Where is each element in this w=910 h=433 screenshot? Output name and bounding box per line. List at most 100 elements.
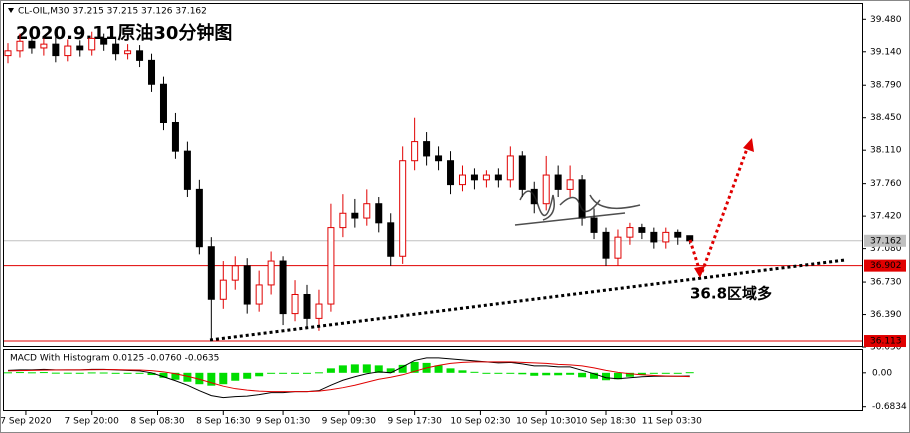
candle-body <box>482 174 490 181</box>
x-tick-label: 8 Sep 08:30 <box>130 417 185 427</box>
histogram-bar <box>135 372 144 374</box>
histogram-bar <box>51 372 60 374</box>
y-tick-label: 38.790 <box>870 81 902 91</box>
candle-body <box>219 279 227 300</box>
candle-body <box>339 212 347 229</box>
x-tick-label: 10 Sep 02:30 <box>450 417 510 427</box>
candle-body <box>231 265 239 281</box>
histogram-bar <box>39 372 48 374</box>
histogram-bar <box>279 372 288 374</box>
level-label: 36.113 <box>870 337 902 347</box>
candle-body <box>279 260 287 315</box>
candle-body <box>303 293 311 319</box>
candle-body <box>518 155 526 190</box>
histogram-bar <box>362 364 371 373</box>
candle-body <box>494 174 502 181</box>
histogram-bar <box>661 372 670 374</box>
level-box <box>864 234 906 247</box>
candle-body <box>590 217 598 233</box>
candle-body <box>243 265 251 305</box>
level-label: 36.902 <box>870 261 902 271</box>
candle-body <box>423 141 431 157</box>
candle-body <box>662 231 670 243</box>
candle-body <box>255 284 263 305</box>
histogram-bar <box>291 372 300 374</box>
macd-line <box>7 361 690 393</box>
y-tick-label: 39.140 <box>870 47 902 57</box>
x-tick-label: 11 Sep 03:30 <box>642 417 702 427</box>
chart-title: 2020.9.11原油30分钟图 <box>16 22 232 44</box>
candle-body <box>602 231 610 259</box>
histogram-bar <box>183 372 192 382</box>
candle-body <box>40 43 48 49</box>
histogram-bar <box>542 372 551 376</box>
histogram-bar <box>673 372 682 374</box>
histogram-bar <box>314 372 323 374</box>
arrow-head <box>743 138 754 152</box>
y-tick-label: 0.00 <box>872 368 892 378</box>
histogram-bar <box>398 364 407 373</box>
x-tick-label: 10 Sep 10:30 <box>516 417 576 427</box>
candle-body <box>52 43 60 57</box>
histogram-bar <box>637 372 646 375</box>
candle-body <box>171 121 179 152</box>
histogram-bar <box>171 372 180 380</box>
candle-body <box>674 231 682 238</box>
candle-body <box>136 50 144 61</box>
level-box <box>864 335 906 348</box>
histogram-bar <box>4 372 12 374</box>
x-tick-label: 9 Sep 17:30 <box>387 417 442 427</box>
candle-body <box>638 227 646 233</box>
histogram-bar <box>649 372 658 374</box>
histogram-bar <box>446 368 455 373</box>
candle-body <box>148 59 156 85</box>
histogram-bar <box>15 372 24 374</box>
histogram-bar <box>530 372 539 376</box>
candle-body <box>88 37 96 51</box>
candle-body <box>100 37 108 45</box>
candle-body <box>327 227 335 305</box>
y-tick-label: 36.390 <box>870 310 902 320</box>
level-box <box>864 259 906 272</box>
histogram-bar <box>494 372 503 374</box>
symbol-header: CL-OIL,M30 37.215 37.215 37.126 37.162 <box>18 7 207 17</box>
x-tick-label: 9 Sep 01:30 <box>256 417 311 427</box>
trend-line <box>209 258 846 342</box>
histogram-bar <box>326 368 335 373</box>
histogram-bar <box>410 361 419 373</box>
histogram-bar <box>231 372 240 381</box>
candle-body <box>506 155 514 181</box>
candle-body <box>76 45 84 51</box>
candle-body <box>566 179 574 190</box>
candle-body <box>28 40 36 49</box>
candle-body <box>542 174 550 205</box>
histogram-bar <box>63 372 72 374</box>
histogram-bar <box>123 372 132 374</box>
histogram-bar <box>159 372 168 378</box>
histogram-bar <box>625 372 634 377</box>
y-tick-label: 37.760 <box>870 179 902 189</box>
histogram-bar <box>602 372 610 381</box>
y-tick-label: 39.480 <box>870 15 902 25</box>
histogram-bar <box>27 372 36 374</box>
candle-body <box>159 83 167 123</box>
histogram-bar <box>99 372 108 374</box>
y-tick-label: 36.050 <box>870 343 902 353</box>
y-tick-label: 37.080 <box>870 244 902 254</box>
candle-body <box>16 40 24 52</box>
candle-body <box>470 174 478 181</box>
candle-body <box>315 303 323 319</box>
histogram-bar <box>578 372 587 378</box>
histogram-bar <box>75 372 84 374</box>
macd-panel <box>3 349 863 411</box>
histogram-bar <box>685 372 694 374</box>
histogram-bar <box>458 370 467 373</box>
candle-body <box>291 293 299 315</box>
x-tick-label: 7 Sep 20:00 <box>65 417 120 427</box>
histogram-bar <box>219 372 228 385</box>
histogram-bar <box>518 372 527 375</box>
candle-body <box>458 174 466 186</box>
menu-arrow <box>8 8 14 13</box>
